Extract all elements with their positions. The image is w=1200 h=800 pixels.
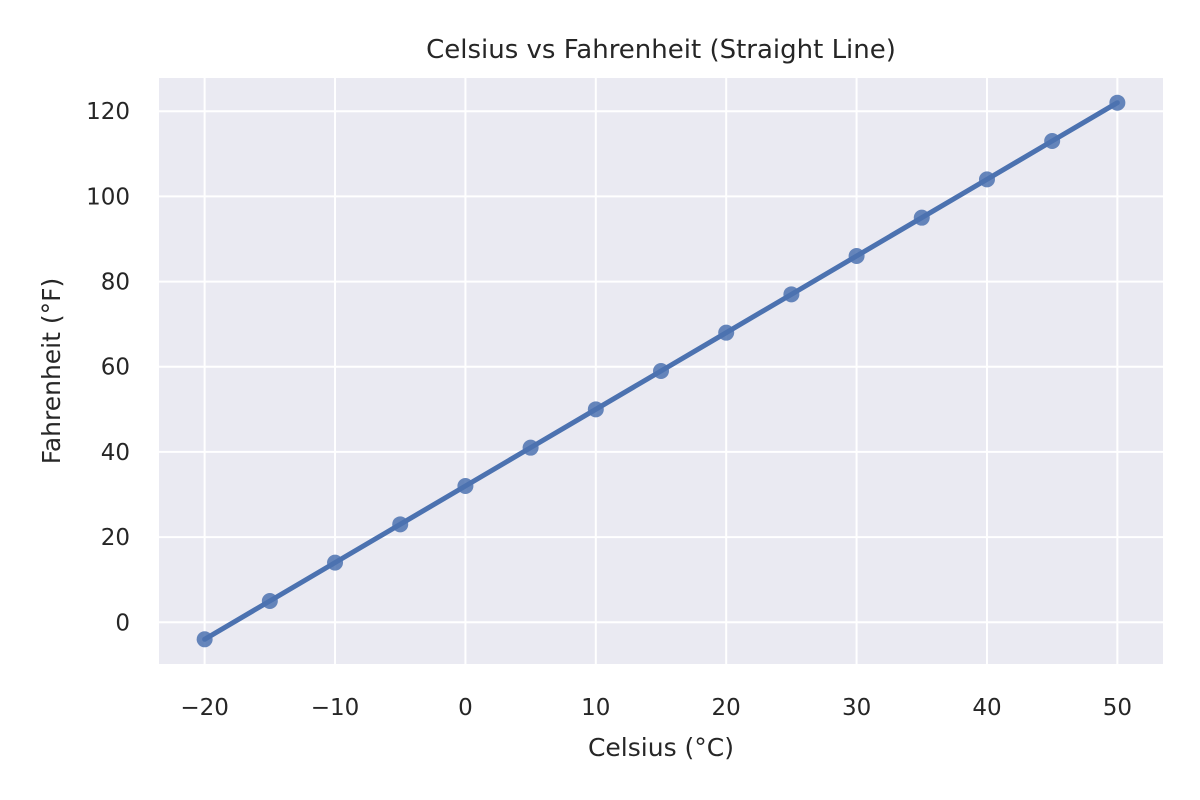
- y-axis-label: Fahrenheit (°F): [37, 278, 66, 465]
- y-tick-label: 20: [101, 525, 130, 551]
- y-axis-ticks: 0 20 40 60 80 100 120: [86, 99, 130, 636]
- x-tick-label: 40: [972, 695, 1001, 721]
- y-tick-label: 120: [86, 99, 130, 125]
- y-tick-label: 40: [101, 440, 130, 466]
- data-point: [913, 209, 930, 226]
- x-tick-label: 0: [458, 695, 473, 721]
- y-tick-label: 60: [101, 355, 130, 381]
- x-tick-label: −10: [311, 695, 360, 721]
- data-point: [522, 439, 539, 456]
- data-point: [196, 631, 213, 648]
- x-tick-label: 30: [842, 695, 871, 721]
- x-axis-label: Celsius (°C): [588, 733, 734, 762]
- y-tick-label: 0: [115, 610, 130, 636]
- y-tick-label: 100: [86, 184, 130, 210]
- x-tick-label: 20: [712, 695, 741, 721]
- x-axis-ticks: −20 −10 0 10 20 30 40 50: [180, 695, 1132, 721]
- x-tick-label: 50: [1103, 695, 1132, 721]
- x-tick-label: 10: [581, 695, 610, 721]
- data-point: [392, 516, 409, 533]
- x-tick-label: −20: [180, 695, 229, 721]
- data-point: [457, 477, 474, 494]
- data-point: [261, 592, 278, 609]
- data-point: [848, 248, 865, 265]
- data-point: [1044, 133, 1061, 150]
- data-point: [653, 363, 669, 379]
- series-layer: [196, 94, 1126, 648]
- data-point: [718, 324, 735, 341]
- data-point: [587, 401, 604, 418]
- data-point: [1109, 94, 1126, 111]
- data-point: [978, 171, 995, 188]
- y-tick-label: 80: [101, 270, 130, 296]
- chart-title: Celsius vs Fahrenheit (Straight Line): [426, 35, 896, 65]
- grid: [159, 78, 1163, 664]
- data-point: [783, 286, 800, 303]
- data-point: [327, 554, 344, 571]
